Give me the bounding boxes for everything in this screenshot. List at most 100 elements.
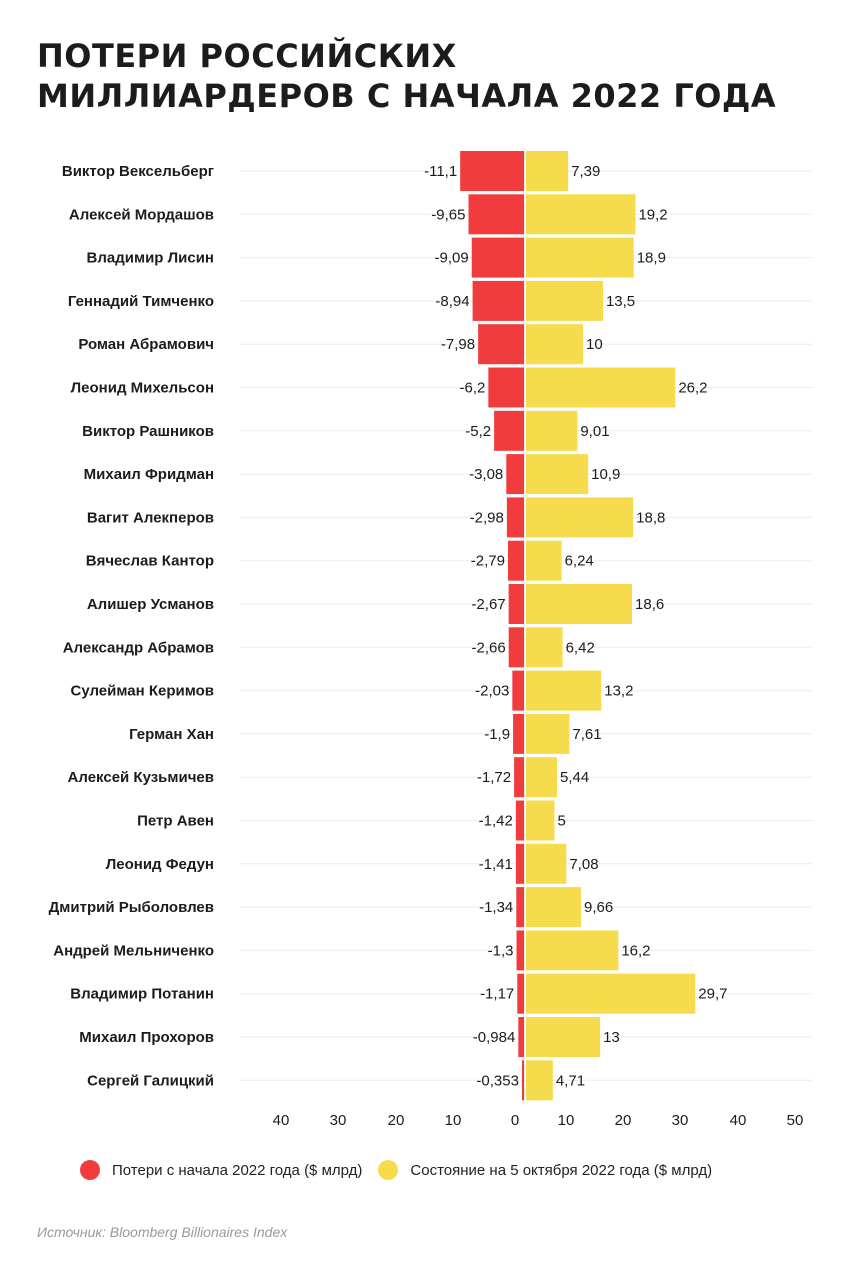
category-label: Леонид Михельсон xyxy=(71,380,214,397)
loss-bar xyxy=(472,280,524,321)
category-label: Алексей Кузьмичев xyxy=(68,769,214,786)
loss-value-label: -0,984 xyxy=(473,1029,516,1046)
category-label: Михаил Фридман xyxy=(84,466,214,483)
loss-value-label: -1,42 xyxy=(479,813,513,830)
wealth-bar xyxy=(526,410,578,451)
wealth-bar xyxy=(526,930,619,971)
loss-value-label: -1,72 xyxy=(477,769,511,786)
bar-chart: Виктор Вексельберг -11,1 7,39 Алексей Морда… xyxy=(49,148,812,1129)
loss-value-label: -8,94 xyxy=(435,293,469,310)
wealth-bar xyxy=(526,713,570,754)
loss-value-label: -1,41 xyxy=(479,856,513,873)
wealth-value-label: 19,2 xyxy=(638,206,667,223)
loss-bar xyxy=(516,930,524,971)
wealth-bar xyxy=(526,151,569,191)
category-label: Петр Авен xyxy=(137,813,214,830)
chart-title: Потери российских миллиардеров с начала … xyxy=(37,36,817,116)
x-tick-label: 40 xyxy=(730,1112,747,1129)
category-label: Геннадий Тимченко xyxy=(68,293,214,310)
wealth-bar xyxy=(526,237,634,278)
loss-value-label: -2,03 xyxy=(475,683,509,700)
loss-bar xyxy=(514,757,524,798)
wealth-bar xyxy=(526,757,558,798)
loss-bar xyxy=(468,194,524,235)
wealth-bar xyxy=(526,454,589,495)
loss-bar xyxy=(517,973,524,1014)
wealth-value-label: 18,8 xyxy=(636,509,665,526)
x-tick-label: 10 xyxy=(558,1112,575,1129)
wealth-value-label: 7,61 xyxy=(572,726,601,743)
wealth-bar xyxy=(526,194,636,235)
legend-swatch-losses xyxy=(80,1160,100,1180)
wealth-value-label: 4,71 xyxy=(556,1072,585,1089)
x-tick-label: 30 xyxy=(672,1112,689,1129)
category-label: Сулейман Керимов xyxy=(70,683,214,700)
loss-value-label: -9,65 xyxy=(431,206,465,223)
loss-value-label: -2,67 xyxy=(471,596,505,613)
wealth-value-label: 5 xyxy=(558,813,566,830)
wealth-value-label: 26,2 xyxy=(678,380,707,397)
wealth-value-label: 9,01 xyxy=(580,423,609,440)
legend: Потери с начала 2022 года ($ млрд) Состо… xyxy=(80,1160,728,1180)
category-label: Сергей Галицкий xyxy=(87,1072,214,1089)
loss-bar xyxy=(460,151,524,191)
category-label: Виктор Вексельберг xyxy=(62,163,214,180)
wealth-value-label: 13 xyxy=(603,1029,620,1046)
category-label: Леонид Федун xyxy=(106,856,214,873)
x-tick-label: 10 xyxy=(445,1112,462,1129)
loss-value-label: -6,2 xyxy=(459,380,485,397)
wealth-bar xyxy=(526,367,676,408)
loss-bar xyxy=(507,540,524,581)
wealth-value-label: 10 xyxy=(586,336,603,353)
loss-bar xyxy=(518,1017,524,1057)
title-line-1: Потери российских xyxy=(37,37,457,75)
wealth-value-label: 29,7 xyxy=(698,986,727,1003)
wealth-value-label: 6,24 xyxy=(565,553,594,570)
loss-bar xyxy=(516,887,524,928)
loss-bar xyxy=(478,324,524,365)
loss-bar xyxy=(508,584,524,624)
category-label: Александр Абрамов xyxy=(63,639,214,656)
loss-value-label: -9,09 xyxy=(435,250,469,267)
category-label: Владимир Лисин xyxy=(87,250,214,267)
category-label: Вагит Алекперов xyxy=(87,509,214,526)
wealth-bar xyxy=(526,843,567,884)
category-label: Алексей Мордашов xyxy=(69,206,214,223)
category-label: Владимир Потанин xyxy=(70,986,214,1003)
loss-bar xyxy=(515,843,524,884)
category-label: Алишер Усманов xyxy=(87,596,214,613)
loss-bar xyxy=(512,670,524,711)
wealth-bar xyxy=(526,324,583,365)
x-tick-label: 0 xyxy=(511,1112,519,1129)
wealth-bar xyxy=(526,540,562,581)
wealth-bar xyxy=(526,670,602,711)
source-note: Источник: Bloomberg Billionaires Index xyxy=(37,1224,288,1240)
legend-swatch-wealth xyxy=(378,1160,399,1180)
wealth-bar xyxy=(526,887,582,928)
wealth-value-label: 13,2 xyxy=(604,683,633,700)
wealth-bar xyxy=(526,1017,601,1057)
loss-bar xyxy=(494,410,524,451)
loss-value-label: -5,2 xyxy=(465,423,491,440)
category-label: Виктор Рашников xyxy=(82,423,214,440)
wealth-value-label: 6,42 xyxy=(566,639,595,656)
wealth-bar xyxy=(526,973,696,1014)
loss-value-label: -2,66 xyxy=(472,639,506,656)
category-label: Герман Хан xyxy=(129,726,214,743)
wealth-value-label: 9,66 xyxy=(584,899,613,916)
wealth-value-label: 5,44 xyxy=(560,769,589,786)
loss-bar xyxy=(471,237,524,278)
wealth-value-label: 7,08 xyxy=(569,856,598,873)
wealth-bar xyxy=(526,584,633,624)
x-tick-label: 50 xyxy=(787,1112,804,1129)
loss-value-label: -1,34 xyxy=(479,899,513,916)
wealth-bar xyxy=(526,280,603,321)
wealth-bar xyxy=(526,800,555,841)
loss-bar xyxy=(521,1060,524,1101)
category-label: Михаил Прохоров xyxy=(79,1029,214,1046)
wealth-bar xyxy=(526,627,563,668)
loss-value-label: -2,98 xyxy=(470,509,504,526)
loss-value-label: -2,79 xyxy=(471,553,505,570)
x-tick-label: 20 xyxy=(388,1112,405,1129)
legend-label-losses: Потери с начала 2022 года ($ млрд) xyxy=(112,1161,363,1179)
